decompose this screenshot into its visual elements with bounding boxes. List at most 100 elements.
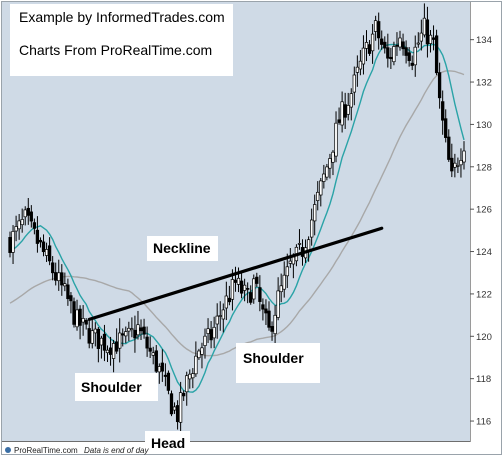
candle-body — [282, 274, 286, 290]
candle — [57, 259, 61, 291]
candle — [54, 262, 58, 286]
candle — [273, 305, 277, 344]
candle — [270, 321, 274, 341]
candle-body — [102, 333, 107, 351]
candle — [136, 310, 140, 340]
candle-body — [453, 162, 457, 168]
candle-body — [35, 229, 40, 244]
axis-panel — [470, 2, 501, 442]
candle-body — [44, 249, 49, 256]
candle-body — [398, 37, 402, 48]
candle-body — [57, 272, 61, 282]
candle — [206, 318, 210, 344]
candle-body — [419, 32, 423, 42]
candle — [93, 322, 97, 347]
candle-body — [29, 211, 33, 222]
candle — [450, 143, 454, 178]
candle-body — [319, 180, 323, 196]
candle — [261, 298, 265, 321]
candle-body — [331, 151, 335, 163]
candle — [377, 12, 381, 50]
candle — [127, 321, 131, 342]
candle-body — [96, 328, 101, 349]
candle — [392, 41, 396, 66]
candle-body — [75, 309, 79, 328]
candle — [66, 278, 70, 306]
candle-body — [428, 34, 433, 44]
candle — [11, 225, 15, 265]
candle-body — [389, 56, 393, 60]
candle — [239, 271, 244, 299]
footer-note: Data is end of day — [84, 446, 149, 455]
candle-body — [441, 101, 445, 121]
candle — [78, 305, 82, 340]
price-axis: 116 118 120 122 124 126 128 130 132 134 — [470, 35, 492, 428]
candle — [419, 19, 423, 51]
candle-body — [87, 328, 91, 344]
candle-body — [169, 393, 174, 415]
candle — [425, 6, 430, 58]
candle — [172, 402, 177, 414]
candle-body — [340, 101, 344, 126]
candle — [81, 305, 85, 336]
candle — [428, 30, 433, 53]
candle-body — [124, 331, 128, 337]
chart-title-line-2: Charts From ProRealTime.com — [19, 42, 212, 58]
candle-body — [252, 278, 256, 300]
candle-body — [267, 310, 271, 328]
candle-body — [322, 173, 326, 182]
candle-body — [54, 272, 58, 281]
candle — [8, 231, 12, 258]
candle — [358, 49, 363, 76]
candle-body — [51, 262, 55, 274]
y-tick-label: 126 — [476, 205, 492, 216]
head-annotation: Head — [145, 431, 190, 453]
candle-body — [447, 136, 451, 160]
candle-body — [416, 42, 420, 45]
candle — [148, 336, 152, 359]
candle — [215, 303, 219, 339]
candle — [410, 55, 414, 71]
candle — [23, 206, 27, 226]
candle-body — [32, 222, 37, 229]
candle — [139, 319, 143, 340]
candle — [72, 297, 76, 328]
candle — [114, 328, 119, 354]
candle-body — [404, 47, 408, 56]
candle — [242, 278, 247, 302]
candle-body — [346, 105, 350, 115]
candle-body — [392, 46, 396, 63]
candle-body — [249, 292, 253, 303]
candle-body — [90, 330, 94, 344]
left-shoulder-label: Shoulder — [81, 379, 142, 395]
candle-body — [41, 241, 46, 253]
candle — [166, 370, 171, 395]
neckline-label: Neckline — [153, 240, 211, 256]
candle — [279, 273, 283, 303]
candle — [118, 318, 122, 363]
candle — [389, 47, 393, 69]
candle-body — [410, 62, 414, 66]
candle — [29, 205, 33, 228]
y-tick-label: 124 — [476, 247, 492, 258]
candle — [441, 90, 445, 135]
candle-body — [313, 204, 317, 222]
candle-body — [157, 366, 161, 373]
candle — [328, 153, 332, 179]
candle-body — [233, 279, 238, 283]
candle — [124, 326, 128, 344]
candle — [169, 390, 174, 417]
candle-body — [188, 373, 192, 380]
candle-body — [255, 276, 259, 284]
candle — [404, 40, 408, 64]
candle — [60, 264, 64, 296]
candle-body — [11, 231, 15, 253]
candle — [41, 234, 46, 257]
candle-body — [343, 104, 347, 118]
candle-body — [352, 74, 356, 93]
candle-body — [444, 118, 448, 138]
candle — [258, 275, 262, 312]
candle-body — [206, 328, 210, 334]
candle-body — [114, 341, 119, 352]
right-shoulder-annotation: Shoulder — [236, 343, 320, 383]
